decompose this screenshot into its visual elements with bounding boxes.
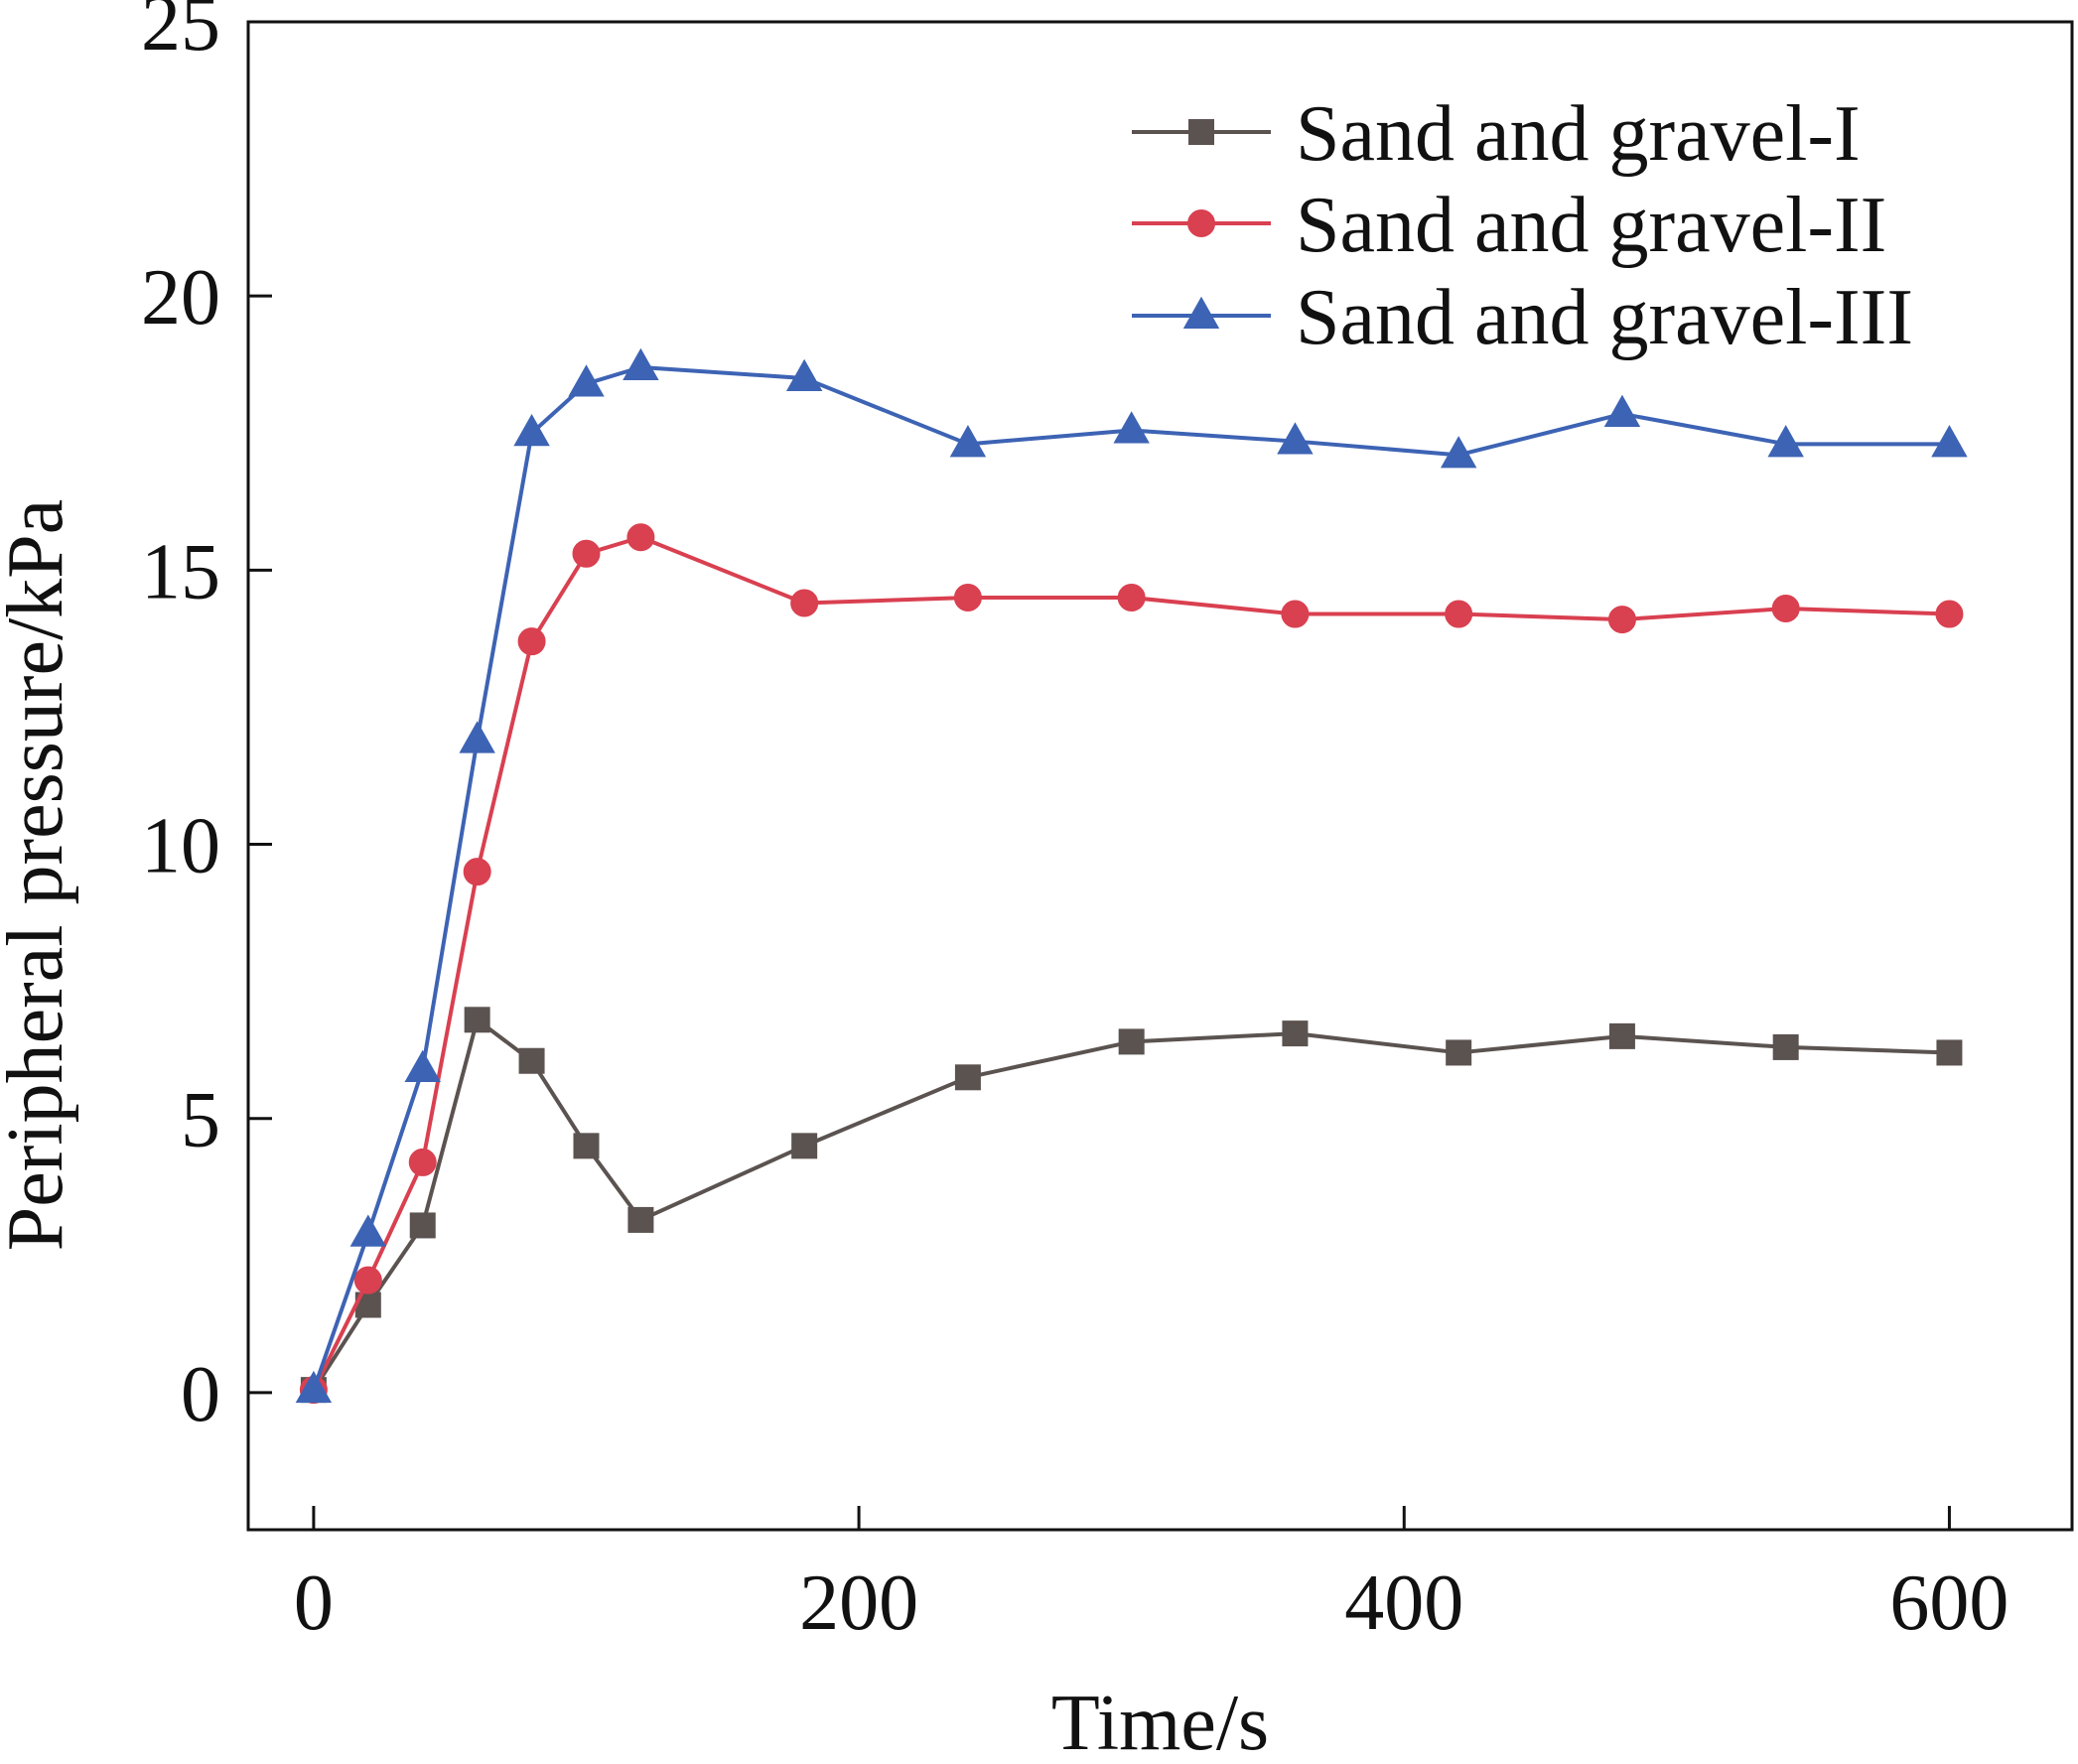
- data-point: [1607, 606, 1636, 634]
- y-tick-label: 10: [141, 803, 220, 890]
- legend-label: Sand and gravel-III: [1296, 274, 1913, 361]
- data-point: [1440, 436, 1477, 469]
- data-point: [409, 1212, 436, 1239]
- legend-entry: Sand and gravel-I: [1132, 90, 1861, 178]
- legend-marker: [1182, 296, 1220, 329]
- data-point: [295, 1370, 333, 1404]
- legend-label: Sand and gravel-II: [1296, 182, 1886, 269]
- data-point: [463, 858, 491, 886]
- series-2: [299, 523, 1964, 1405]
- data-point: [1935, 600, 1964, 628]
- data-point: [404, 1049, 441, 1083]
- data-point: [1936, 1039, 1963, 1066]
- data-point: [572, 539, 601, 568]
- data-point: [513, 413, 550, 447]
- legend-entry: Sand and gravel-II: [1132, 182, 1886, 269]
- y-tick-label: 15: [141, 528, 220, 615]
- data-point: [785, 358, 823, 392]
- data-point: [1281, 600, 1310, 628]
- y-tick-label: 20: [141, 254, 220, 341]
- data-point: [1118, 1028, 1145, 1055]
- y-tick-label: 5: [181, 1077, 220, 1164]
- data-point: [573, 1133, 600, 1159]
- axes: 0 200 400 600 0 5 10 15 20 25: [141, 0, 2074, 1647]
- data-point: [353, 1266, 382, 1294]
- legend-marker: [1188, 119, 1214, 145]
- y-axis-label: Peripheral pressure/kPa: [0, 499, 79, 1252]
- data-point: [1771, 595, 1800, 623]
- data-point: [518, 1047, 545, 1074]
- data-point: [517, 627, 546, 656]
- y-tick-label: 25: [141, 0, 220, 68]
- data-point: [1608, 1022, 1635, 1049]
- data-point: [1445, 600, 1473, 628]
- data-point: [408, 1148, 437, 1176]
- data-point: [1282, 1020, 1309, 1047]
- y-tick-label: 0: [181, 1351, 220, 1438]
- x-tick-label: 600: [1889, 1560, 2009, 1647]
- data-point: [1113, 411, 1150, 444]
- data-point: [627, 1206, 654, 1233]
- plot-frame: [246, 20, 2074, 1532]
- legend-marker: [1187, 209, 1215, 237]
- series-line: [312, 1018, 1950, 1392]
- data-point: [626, 523, 655, 552]
- series-1: [300, 1007, 1963, 1404]
- x-tick-label: 0: [294, 1560, 334, 1647]
- x-tick-label: 400: [1344, 1560, 1463, 1647]
- data-point: [1767, 425, 1804, 458]
- series-3: [295, 347, 1968, 1404]
- data-point: [953, 583, 982, 611]
- data-point: [1931, 425, 1968, 458]
- data-point: [459, 721, 495, 753]
- x-tick-label: 200: [799, 1560, 918, 1647]
- data-point: [1603, 394, 1641, 427]
- data-point: [464, 1007, 490, 1033]
- data-point: [954, 1064, 981, 1091]
- data-point: [1117, 583, 1146, 611]
- x-axis-label: Time/s: [1051, 1680, 1269, 1759]
- series-line: [312, 535, 1950, 1392]
- data-point: [568, 364, 605, 397]
- series-group: [295, 347, 1968, 1405]
- data-point: [1446, 1039, 1472, 1066]
- data-point: [791, 1133, 818, 1159]
- data-point: [949, 425, 987, 458]
- data-point: [1772, 1033, 1799, 1060]
- data-point: [1277, 422, 1314, 455]
- legend-entry: Sand and gravel-III: [1132, 274, 1913, 361]
- data-point: [349, 1214, 387, 1247]
- series-line: [312, 364, 1950, 1391]
- data-point: [623, 347, 659, 380]
- data-point: [790, 589, 819, 617]
- legend-label: Sand and gravel-I: [1296, 90, 1861, 178]
